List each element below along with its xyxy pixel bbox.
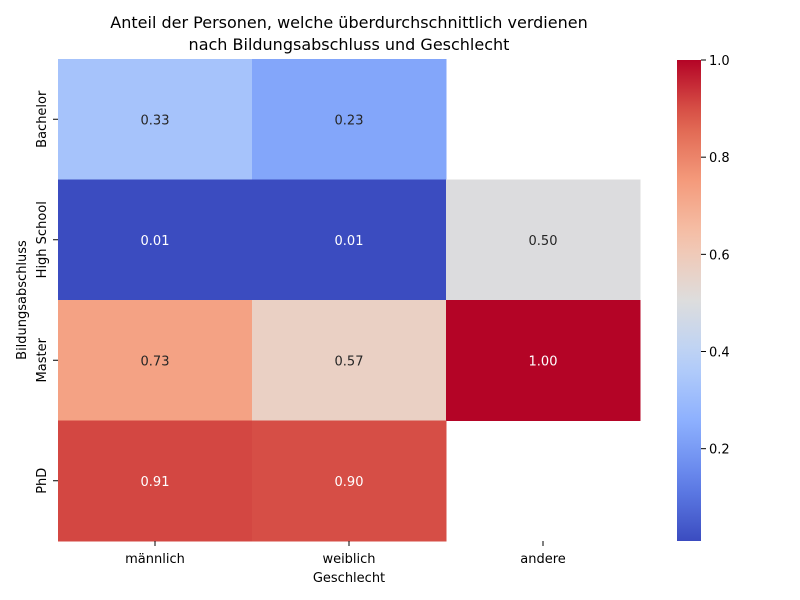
y-axis-ticks: Bachelor High School Master PhD xyxy=(35,90,58,494)
cell-value-label: 0.73 xyxy=(141,354,170,369)
heatmap-cell xyxy=(252,179,447,301)
x-tick-label: männlich xyxy=(125,552,185,567)
cell-value-label: 0.50 xyxy=(529,234,558,249)
colorbar xyxy=(677,60,701,541)
x-axis-label: Geschlecht xyxy=(313,571,385,586)
y-tick-label: Bachelor xyxy=(35,90,50,148)
cell-value-label: 1.00 xyxy=(529,354,558,369)
x-axis-ticks: männlich weiblich andere xyxy=(125,541,566,567)
heatmap-cell xyxy=(58,179,253,301)
heatmap-cells: 0.33 0.23 0.01 0.01 0.50 0.73 0.57 1.00 0.91 0.90 xyxy=(58,59,641,542)
heatmap-cell xyxy=(58,420,253,542)
heatmap-cell xyxy=(446,179,641,301)
heatmap-cell xyxy=(446,300,641,421)
heatmap-cell xyxy=(252,420,447,542)
colorbar-tick-label: 0.8 xyxy=(709,151,730,166)
cell-value-label: 0.33 xyxy=(141,113,170,128)
colorbar-tick-label: 0.2 xyxy=(709,443,730,458)
cell-value-label: 0.91 xyxy=(141,475,170,490)
cell-value-label: 0.01 xyxy=(335,234,364,249)
colorbar-tick-label: 1.0 xyxy=(709,54,730,69)
cell-value-label: 0.90 xyxy=(335,475,364,490)
chart-title-line-1: Anteil der Personen, welche überdurchsch… xyxy=(110,13,587,32)
colorbar-ticks: 0.2 0.4 0.6 0.8 1.0 xyxy=(701,54,730,458)
heatmap-cell xyxy=(58,300,253,421)
x-tick-label: andere xyxy=(520,552,566,567)
chart-title-line-2: nach Bildungsabschluss und Geschlecht xyxy=(189,35,510,54)
colorbar-tick-label: 0.6 xyxy=(709,248,730,263)
heatmap-cell xyxy=(252,59,447,180)
cell-value-label: 0.57 xyxy=(335,354,364,369)
heatmap-cell xyxy=(252,300,447,421)
colorbar-tick-label: 0.4 xyxy=(709,346,730,361)
x-tick-label: weiblich xyxy=(322,552,375,567)
heatmap-cell xyxy=(58,59,253,180)
cell-value-label: 0.01 xyxy=(141,234,170,249)
y-tick-label: High School xyxy=(35,201,50,278)
y-axis-label: Bildungsabschluss xyxy=(15,240,30,360)
y-tick-label: Master xyxy=(35,337,50,382)
cell-value-label: 0.23 xyxy=(335,113,364,128)
y-tick-label: PhD xyxy=(35,468,50,494)
